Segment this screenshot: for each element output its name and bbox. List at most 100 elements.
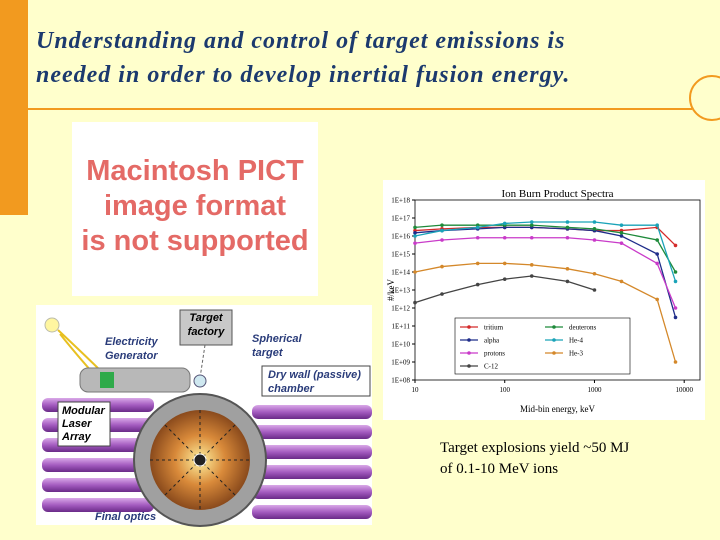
label-box: [57, 401, 111, 447]
series-point: [673, 306, 678, 310]
x-tick-label: 1000: [587, 386, 602, 394]
series-point: [619, 231, 624, 235]
series-point: [413, 300, 417, 305]
diagram-label: Generator: [105, 350, 158, 362]
caption: of 0.1-10 MeV ions: [440, 461, 558, 477]
series-point: [413, 270, 417, 274]
series-point: [592, 238, 597, 242]
legend-box: [454, 317, 631, 375]
y-tick-label: 1E+15: [391, 251, 410, 259]
series-point: [413, 241, 417, 245]
target-factory-box: [179, 309, 233, 346]
series-point: [502, 235, 507, 240]
legend-label: deuterons: [569, 324, 596, 332]
diagram-label: Final optics: [95, 511, 156, 523]
diagram-label: Array: [61, 431, 92, 443]
series-point: [673, 279, 678, 284]
x-axis-label: Mid-bin energy, keV: [520, 404, 595, 414]
legend-marker: [552, 325, 556, 329]
y-tick-label: 1E+14: [391, 269, 410, 277]
legend-label: C-12: [484, 363, 499, 371]
series-point: [673, 315, 678, 320]
series-point: [565, 220, 570, 224]
y-tick-label: 1E+13: [391, 287, 410, 295]
y-tick-label: 1E+17: [391, 215, 410, 223]
diagram-label: Modular: [62, 405, 105, 417]
plant-diagram: Target factory Electricity Generator Sph…: [36, 305, 372, 527]
diagram-label: Laser: [62, 418, 92, 430]
series-point: [529, 235, 534, 240]
placeholder-text: is not supported: [81, 225, 308, 257]
series-point: [619, 279, 624, 284]
series-point: [440, 238, 444, 242]
target-path: [199, 344, 206, 379]
series-point: [619, 241, 624, 245]
series-line: [414, 237, 677, 309]
series-point: [655, 261, 659, 266]
series-point: [565, 235, 570, 240]
series-point: [529, 263, 534, 267]
diagram-label: Electricity: [105, 336, 158, 348]
caption: Target explosions yield ~50 MJ: [440, 440, 629, 456]
series-point: [673, 360, 678, 364]
placeholder-text: image format: [104, 190, 286, 222]
series-point: [619, 223, 624, 227]
series-point: [655, 223, 659, 227]
diagram-label: Dry wall (passive): [268, 369, 361, 381]
series-line: [414, 226, 677, 318]
generator: [79, 367, 191, 393]
series-point: [475, 261, 480, 266]
placeholder-text: Macintosh PICT: [86, 155, 304, 187]
plot-frame: [414, 199, 701, 381]
diagram-label: Spherical: [252, 333, 302, 345]
series-point: [565, 279, 570, 284]
series-point: [502, 221, 507, 226]
legend-marker: [467, 338, 471, 342]
inset-chart: Ion Burn Product Spectra Mid-bin energy, …: [386, 188, 701, 414]
x-tick-label: 100: [499, 386, 510, 394]
series-point: [413, 225, 417, 230]
y-tick-label: 1E+09: [391, 359, 410, 367]
series-point: [529, 220, 534, 224]
legend-label: alpha: [484, 337, 500, 345]
x-tick-label: 10: [412, 386, 420, 394]
series-point: [655, 252, 659, 256]
light-bulb: [44, 317, 60, 333]
diagram-label: factory: [188, 326, 226, 338]
series-point: [502, 277, 507, 281]
legend-label: protons: [484, 350, 505, 358]
legend-label: He-3: [569, 350, 583, 358]
series-point: [592, 271, 597, 276]
series-point: [655, 238, 659, 242]
legend-marker: [467, 351, 471, 355]
legend-marker: [467, 364, 471, 368]
series-point: [619, 234, 624, 238]
series-point: [673, 270, 678, 274]
diagram-label: Target: [189, 312, 224, 324]
diagram-label: chamber: [268, 383, 315, 395]
accent-bar: [0, 0, 28, 215]
diagram-label: target: [252, 347, 284, 359]
series-line: [414, 221, 677, 282]
rule-ornament: [689, 75, 720, 121]
series-point: [475, 235, 480, 240]
series-point: [413, 231, 417, 235]
series-point: [655, 297, 659, 302]
series-point: [529, 223, 534, 227]
generator-part: [100, 372, 114, 388]
target-capsule: [193, 374, 207, 388]
legend-label: He-4: [569, 337, 583, 345]
series-point: [673, 243, 678, 248]
target-center: [193, 453, 207, 467]
series-point: [565, 267, 570, 271]
y-tick-label: 1E+12: [391, 305, 410, 313]
series-point: [440, 292, 444, 296]
series-point: [529, 274, 534, 278]
y-tick-label: 1E+10: [391, 341, 410, 349]
y-tick-label: 1E+16: [391, 233, 410, 241]
series-point: [592, 227, 597, 231]
laser-beamlines-right: [252, 405, 372, 519]
legend-marker: [552, 351, 556, 355]
y-axis-label: #/keV: [386, 279, 396, 301]
